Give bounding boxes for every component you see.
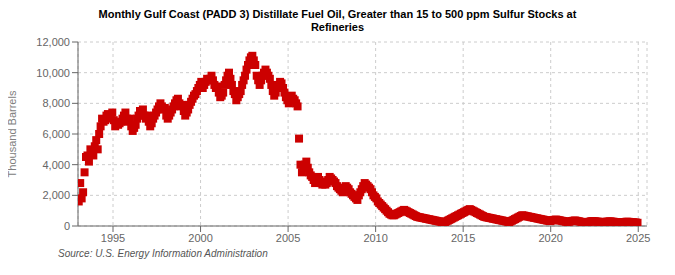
- svg-text:2025: 2025: [626, 232, 650, 244]
- svg-text:12,000: 12,000: [36, 36, 70, 48]
- svg-text:2010: 2010: [363, 232, 387, 244]
- html-text:Monthly Gulf Coast (PADD 3) Di: Monthly Gulf Coast (PADD 3) Distillate F…: [98, 8, 577, 34]
- svg-text:2005: 2005: [276, 232, 300, 244]
- svg-text:2020: 2020: [538, 232, 562, 244]
- svg-text:1995: 1995: [101, 232, 125, 244]
- svg-text:8,000: 8,000: [42, 97, 70, 109]
- svg-text:2015: 2015: [451, 232, 475, 244]
- svg-text:2,000: 2,000: [42, 189, 70, 201]
- html-text:Source: U.S. Energy Informatio: Source: U.S. Energy Information Administ…: [58, 248, 268, 259]
- svg-text:0: 0: [64, 220, 70, 232]
- svg-text:10,000: 10,000: [36, 67, 70, 79]
- svg-text:Thousand Barrels: Thousand Barrels: [8, 90, 18, 177]
- svg-text:2000: 2000: [188, 232, 212, 244]
- svg-text:4,000: 4,000: [42, 159, 70, 171]
- svg-text:6,000: 6,000: [42, 128, 70, 140]
